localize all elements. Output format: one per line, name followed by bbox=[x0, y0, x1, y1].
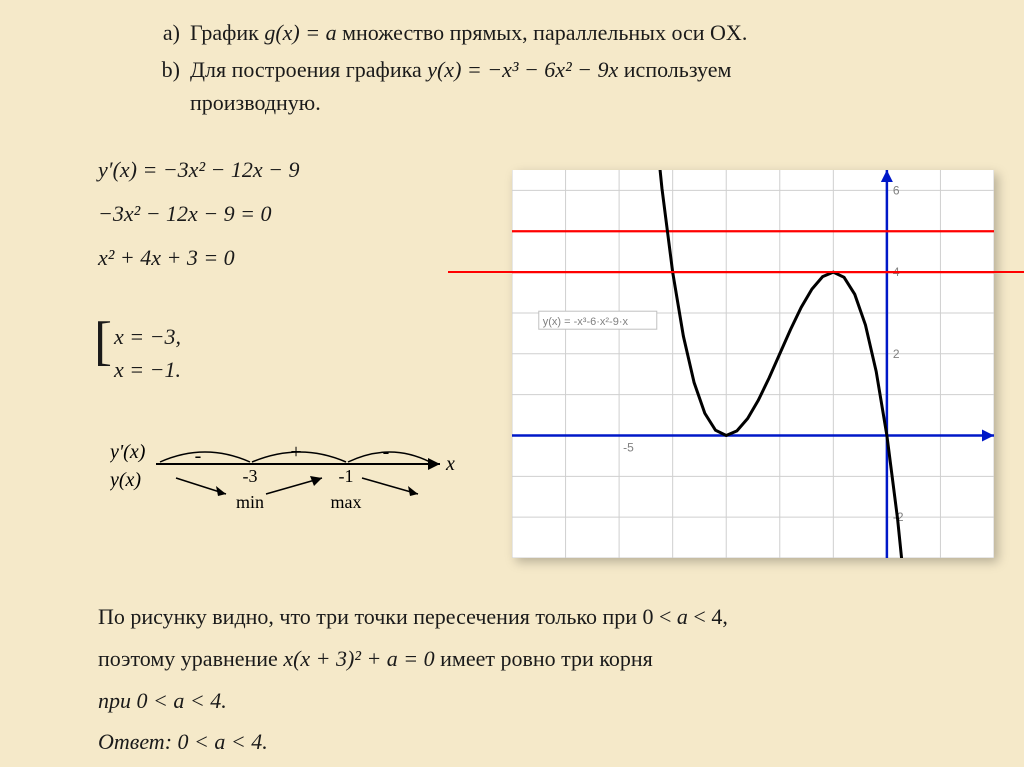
sd-sign1: + bbox=[290, 441, 301, 463]
sd-tick0: -3 bbox=[243, 466, 258, 486]
b-line2: производную. bbox=[190, 86, 928, 119]
bt2-pre: поэтому уравнение bbox=[98, 646, 283, 671]
plot-box: -5-2246y(x) = -x³-6·x²-9·x bbox=[512, 170, 994, 558]
sys-l2: x = −1. bbox=[114, 353, 181, 386]
bracket-icon: [ bbox=[94, 310, 112, 372]
eq1: y′(x) = −3x² − 12x − 9 bbox=[98, 148, 300, 192]
sd-xlabel: x bbox=[445, 453, 455, 475]
bt-l1: По рисунку видно, что три точки пересече… bbox=[98, 596, 928, 638]
eq2: −3x² − 12x − 9 = 0 bbox=[98, 192, 300, 236]
bt2-eq: x(x + 3)² + a = 0 bbox=[283, 646, 434, 671]
bt2-post: имеет ровно три корня bbox=[435, 646, 653, 671]
a-post: множество прямых, параллельных оси OX. bbox=[337, 20, 748, 45]
marker-b: b) bbox=[98, 53, 190, 119]
bt-l2: поэтому уравнение x(x + 3)² + a = 0 имее… bbox=[98, 638, 928, 680]
sys-l1: x = −3, bbox=[114, 320, 181, 353]
item-b: b) Для построения графика y(x) = −x³ − 6… bbox=[98, 53, 928, 119]
bt-ans: Ответ: 0 < a < 4. bbox=[98, 721, 928, 763]
svg-text:2: 2 bbox=[893, 347, 900, 361]
svg-text:y(x) = -x³-6·x²-9·x: y(x) = -x³-6·x²-9·x bbox=[543, 316, 629, 328]
bt1-a: a bbox=[677, 604, 688, 629]
sd-max: max bbox=[331, 492, 362, 512]
bt1-post: < 4, bbox=[688, 604, 728, 629]
bt-l3: при 0 < a < 4. bbox=[98, 680, 928, 722]
svg-text:-5: -5 bbox=[623, 440, 634, 454]
b-post: используем bbox=[618, 57, 731, 82]
sd-tick1: -1 bbox=[339, 466, 354, 486]
body-b: Для построения графика y(x) = −x³ − 6x² … bbox=[190, 53, 928, 119]
a-pre: График bbox=[190, 20, 264, 45]
sd-ytop: y'(x) bbox=[110, 441, 146, 463]
b-fx: y(x) = −x³ − 6x² − 9x bbox=[427, 57, 618, 82]
sd-min: min bbox=[236, 492, 264, 512]
item-a: a) График g(x) = a множество прямых, пар… bbox=[98, 16, 928, 49]
svg-text:6: 6 bbox=[893, 183, 900, 197]
sd-ar1h bbox=[216, 486, 226, 496]
body-a: График g(x) = a множество прямых, паралл… bbox=[190, 16, 928, 49]
bt1-pre: По рисунку видно, что три точки пересече… bbox=[98, 604, 677, 629]
sd-sign2: - bbox=[383, 441, 390, 463]
extended-hline bbox=[448, 271, 1024, 273]
sd-hump1 bbox=[160, 452, 250, 462]
sd-arrow-icon bbox=[428, 458, 440, 470]
bottom-text: По рисунку видно, что три точки пересече… bbox=[98, 596, 928, 763]
sd-ar3h bbox=[408, 486, 418, 496]
sd-ybot: y(x) bbox=[110, 469, 141, 491]
eq3: x² + 4x + 3 = 0 bbox=[98, 236, 300, 280]
plot-svg: -5-2246y(x) = -x³-6·x²-9·x bbox=[512, 170, 994, 558]
bracket-system: [ x = −3, x = −1. bbox=[98, 320, 181, 386]
b-pre: Для построения графика bbox=[190, 57, 427, 82]
sign-diagram: y'(x) y(x) x - + - -3 -1 min max bbox=[110, 428, 470, 514]
item-list: a) График g(x) = a множество прямых, пар… bbox=[98, 16, 928, 123]
a-fx: g(x) = a bbox=[264, 20, 336, 45]
equations-block: y′(x) = −3x² − 12x − 9 −3x² − 12x − 9 = … bbox=[98, 148, 300, 280]
ans-label: Ответ: bbox=[98, 729, 172, 754]
ans-val: 0 < a < 4. bbox=[172, 729, 268, 754]
marker-a: a) bbox=[98, 16, 190, 49]
sd-sign0: - bbox=[195, 445, 202, 467]
